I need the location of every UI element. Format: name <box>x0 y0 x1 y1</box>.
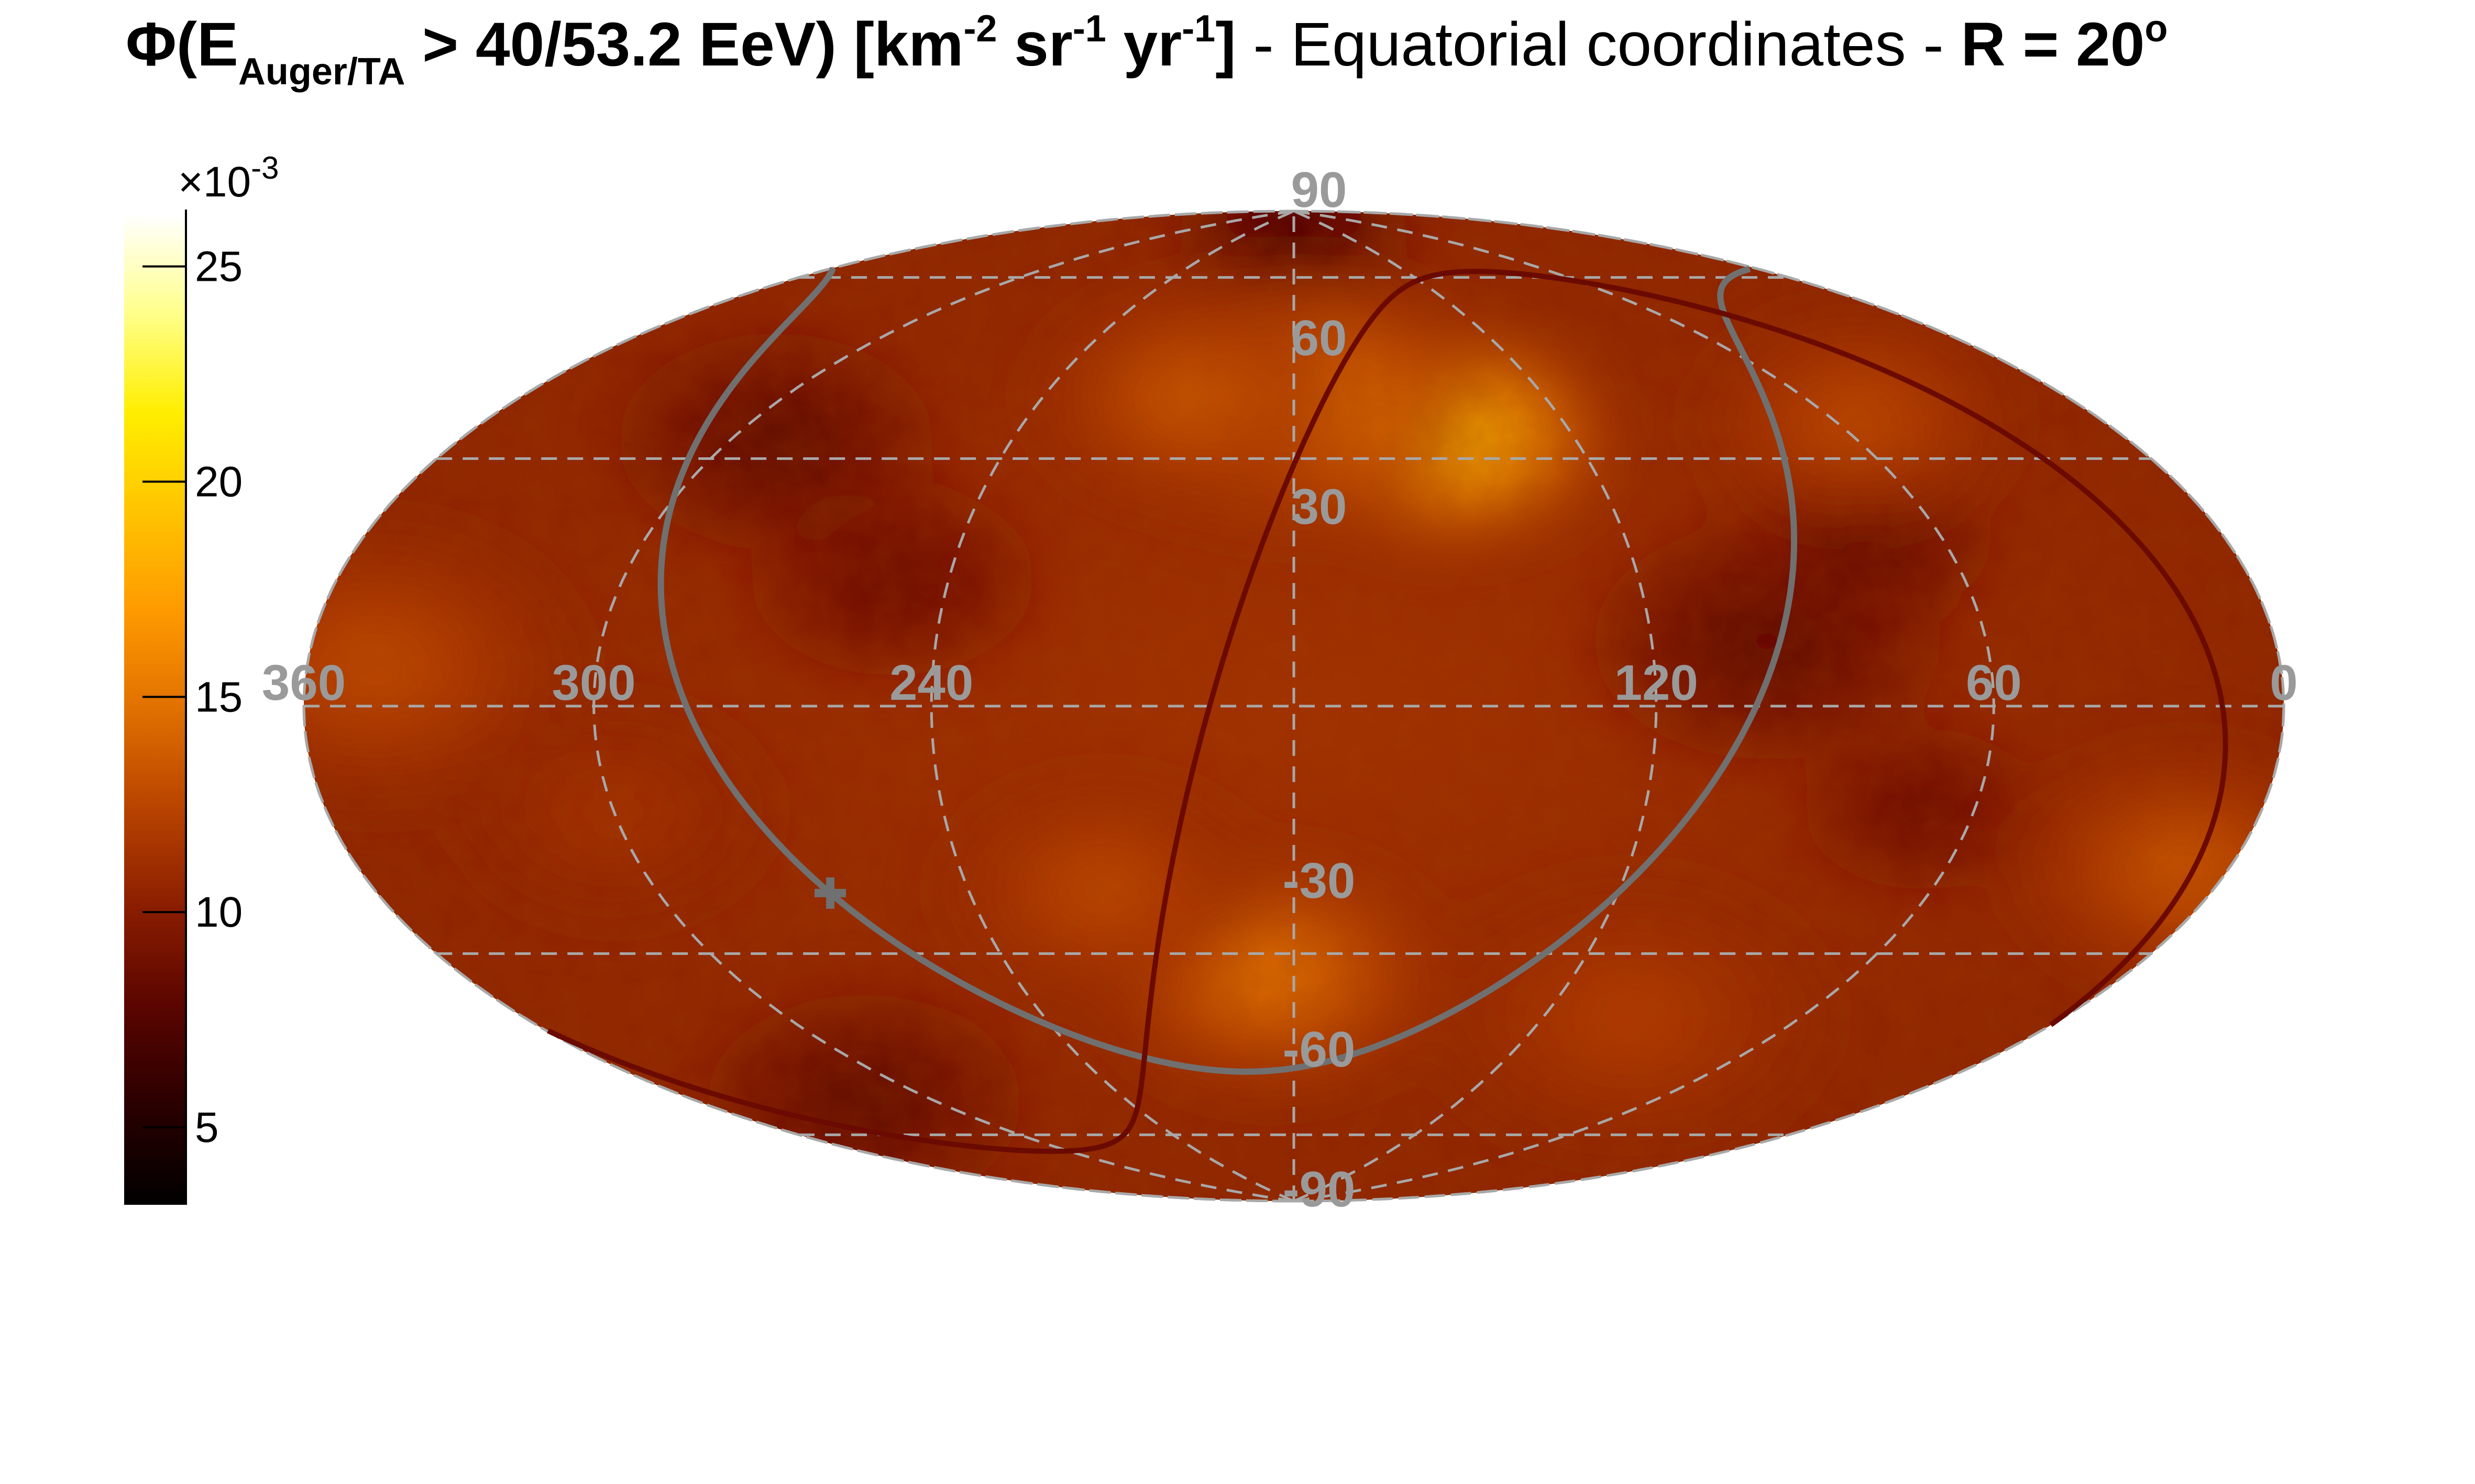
ra-label: 360 <box>262 655 346 711</box>
sky-map: 360 300 240 120 60 0 90 60 30 -30 -60 -90 <box>262 162 2298 1217</box>
reference-planes <box>546 266 2228 1154</box>
dec-label: 30 <box>1291 479 1347 535</box>
ra-label: 300 <box>552 655 635 711</box>
colorbar-tick-label: 5 <box>195 1104 219 1151</box>
ra-label: 60 <box>1966 655 2022 711</box>
ra-label: 0 <box>2270 655 2297 711</box>
colorbar-tick-label: 25 <box>195 243 243 291</box>
colorbar-tick-label: 15 <box>195 673 243 721</box>
coordinate-grid <box>302 210 2285 1203</box>
colorbar-tick-label: 20 <box>195 458 243 505</box>
ra-grid-line <box>1293 210 2285 1203</box>
ra-label: 120 <box>1614 655 1698 711</box>
ra-grid-line <box>1293 210 1658 1203</box>
supergalactic-plane-line <box>546 269 2228 1154</box>
dec-label: -30 <box>1283 853 1356 909</box>
colorbar-multiplier: ×10-3 <box>178 150 279 206</box>
plot-title: Φ(EAuger/TA > 40/53.2 EeV) [km-2 sr-1 yr… <box>126 8 2168 93</box>
galactic-center-marker <box>815 877 846 909</box>
dec-label: 60 <box>1291 310 1347 366</box>
coordinate-labels: 360 300 240 120 60 0 90 60 30 -30 -60 -90 <box>262 162 2298 1217</box>
galactic-plane-line <box>657 266 1797 1075</box>
ra-grid-line <box>930 210 1295 1203</box>
ra-label: 240 <box>889 655 973 711</box>
colorbar: 5 10 15 20 25 ×10-3 <box>124 150 279 1205</box>
colorbar-tick-label: 10 <box>195 888 243 936</box>
colorbar-ticks: 5 10 15 20 25 <box>142 243 243 1151</box>
dec-label: -90 <box>1283 1161 1356 1217</box>
dec-label: -60 <box>1283 1021 1356 1078</box>
colorbar-scale <box>124 215 186 1205</box>
dec-label: 90 <box>1291 162 1347 218</box>
ra-grid-line <box>302 210 1294 1203</box>
